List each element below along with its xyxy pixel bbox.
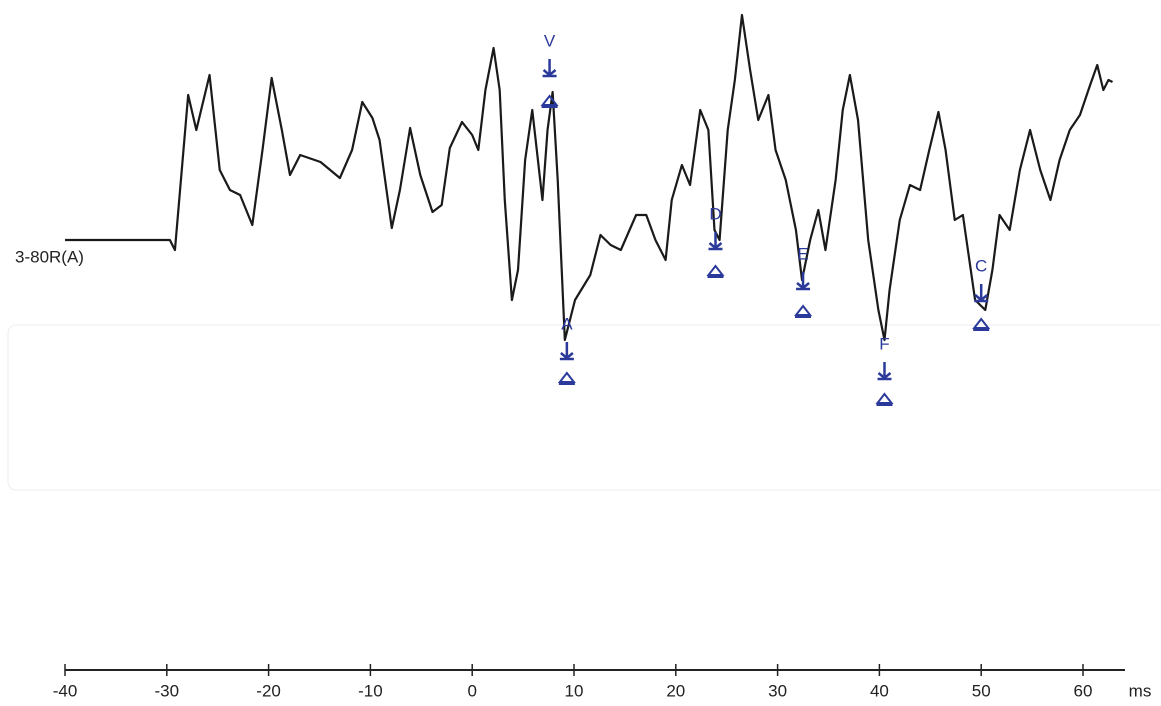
x-tick-label: 60 (1074, 681, 1093, 700)
trough-triangle (540, 94, 559, 108)
marker-label: D (709, 204, 721, 223)
trough-triangle (875, 392, 894, 406)
x-tick-label: 40 (870, 681, 889, 700)
background-panel (7, 324, 1161, 491)
x-tick-label: 50 (972, 681, 991, 700)
peak-arrow (542, 59, 557, 78)
marker-label: E (797, 244, 808, 263)
x-tick-label: 10 (565, 681, 584, 700)
peak-arrow (559, 342, 574, 361)
peak-arrow (974, 284, 989, 303)
trough-triangle (972, 317, 991, 331)
x-tick-label: -10 (358, 681, 383, 700)
peak-arrow (796, 272, 811, 291)
waveform (65, 13, 1114, 342)
trough-triangle (557, 371, 576, 385)
trough-triangle (794, 304, 813, 318)
x-unit: ms (1129, 681, 1152, 700)
x-tick-label: 30 (768, 681, 787, 700)
marker-label: A (561, 314, 573, 333)
marker-label: V (544, 31, 556, 50)
trace-label: 3-80R(A) (15, 247, 84, 266)
trough-triangle (706, 264, 725, 278)
x-tick-label: 0 (467, 681, 476, 700)
peak-arrow (877, 362, 892, 381)
x-tick-label: -30 (155, 681, 180, 700)
marker-label: F (879, 334, 889, 353)
peak-arrow (708, 232, 723, 251)
x-tick-label: 20 (666, 681, 685, 700)
marker-label: C (975, 256, 987, 275)
x-tick-label: -40 (53, 681, 78, 700)
x-tick-label: -20 (256, 681, 281, 700)
